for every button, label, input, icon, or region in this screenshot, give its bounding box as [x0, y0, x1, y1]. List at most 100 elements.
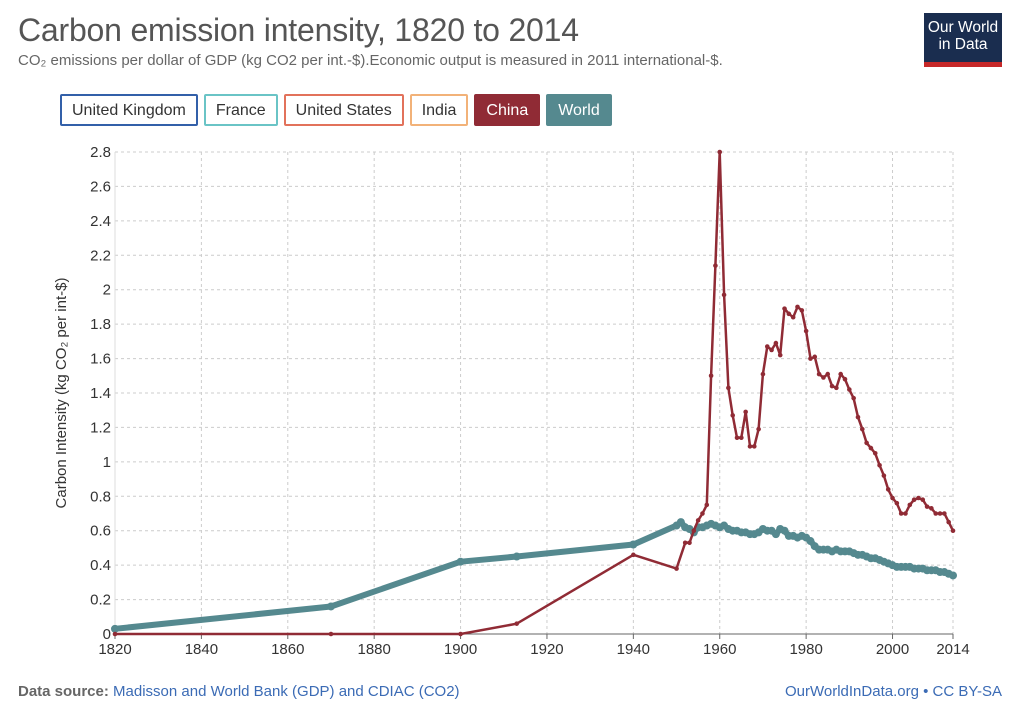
x-tick-label: 1940: [617, 641, 650, 658]
data-point-china: [682, 540, 688, 546]
data-point-china: [890, 495, 895, 501]
data-point-china: [790, 314, 796, 320]
data-point-china: [903, 511, 908, 516]
legend-item-world[interactable]: World: [546, 94, 612, 126]
x-tick-label: 1880: [357, 641, 390, 658]
x-tick-label: 1960: [703, 641, 736, 658]
data-point-china: [933, 511, 939, 516]
data-point-china: [916, 495, 921, 501]
data-point-china: [717, 149, 723, 155]
data-point-china: [821, 375, 826, 380]
data-point-china: [868, 445, 874, 451]
y-tick-label: 2.6: [90, 178, 111, 195]
data-point-china: [829, 383, 835, 389]
logo-line-1: Our World: [927, 19, 999, 36]
data-point-china: [713, 263, 718, 268]
y-tick-label: 0: [103, 626, 111, 643]
y-tick-label: 1.4: [90, 385, 111, 402]
chart-title: Carbon emission intensity, 1820 to 2014: [18, 12, 579, 48]
x-tick-label: 1820: [98, 641, 131, 658]
legend-item-india[interactable]: India: [409, 94, 469, 126]
x-tick-label: 1840: [185, 641, 218, 658]
y-tick-label: 2.4: [90, 213, 111, 230]
data-point-china: [730, 413, 736, 418]
data-point-china: [799, 308, 805, 313]
data-point-china: [631, 552, 636, 558]
data-point-china: [514, 621, 520, 626]
data-point-china: [885, 487, 891, 492]
y-tick-label: 0.8: [90, 488, 111, 505]
y-tick-label: 2.8: [90, 144, 111, 161]
data-point-china: [704, 502, 710, 508]
data-point-china: [674, 566, 679, 571]
chart-subtitle: CO₂ emissions per dollar of GDP (kg CO2 …: [18, 52, 723, 69]
data-source-link[interactable]: Madisson and World Bank (GDP) and CDIAC …: [113, 683, 460, 700]
legend-item-france[interactable]: France: [203, 94, 278, 126]
data-point-china: [946, 519, 951, 525]
data-point-china: [898, 511, 904, 516]
x-tick-label: 2000: [876, 641, 909, 658]
data-point-china: [756, 426, 761, 432]
y-tick-label: 1.8: [90, 316, 111, 333]
data-point-world: [512, 552, 521, 561]
data-point-world: [949, 571, 957, 580]
data-point-china: [894, 500, 900, 506]
y-tick-label: 2: [103, 282, 111, 299]
y-axis-label: Carbon Intensity (kg CO₂ per int-$): [53, 278, 70, 509]
owid-license-link[interactable]: OurWorldInData.org • CC BY-SA: [784, 683, 1002, 700]
data-point-china: [907, 502, 913, 508]
data-point-china: [695, 518, 701, 523]
x-tick-label: 1860: [271, 641, 304, 658]
data-point-china: [834, 385, 839, 391]
data-point-china: [816, 371, 822, 377]
data-point-china: [924, 504, 930, 509]
data-point-china: [929, 506, 934, 511]
data-point-china: [777, 352, 783, 358]
data-point-china: [812, 354, 818, 360]
x-tick-label: 1980: [789, 641, 822, 658]
data-point-china: [708, 373, 714, 379]
data-point-china: [721, 292, 727, 298]
legend: United Kingdom France United States Indi…: [60, 94, 612, 126]
data-point-china: [739, 435, 744, 441]
y-tick-label: 1.6: [90, 351, 111, 368]
data-point-china: [950, 528, 956, 534]
y-tick-label: 1.2: [90, 419, 111, 436]
y-tick-label: 0.2: [90, 592, 111, 609]
data-point-china: [911, 497, 917, 503]
data-point-world: [629, 540, 638, 549]
x-tick-label: 1900: [444, 641, 477, 658]
data-point-china: [864, 440, 869, 446]
data-point-china: [795, 304, 800, 310]
legend-item-united-kingdom[interactable]: United Kingdom: [60, 94, 198, 126]
data-point-china: [782, 306, 787, 311]
y-tick-label: 0.6: [90, 523, 111, 540]
data-point-china: [825, 371, 831, 377]
data-point-china: [838, 371, 843, 377]
x-tick-label: 1920: [530, 641, 563, 658]
data-point-china: [760, 371, 766, 377]
legend-item-china[interactable]: China: [474, 94, 541, 126]
data-point-china: [751, 444, 757, 449]
y-tick-label: 2.2: [90, 247, 111, 264]
legend-item-united-states[interactable]: United States: [283, 94, 404, 126]
y-tick-label: 0.4: [90, 557, 111, 574]
data-point-china: [786, 311, 792, 317]
x-tick-label: 2014: [936, 641, 969, 658]
data-point-china: [920, 497, 926, 503]
data-point-china: [881, 473, 887, 478]
data-point-china: [859, 426, 865, 432]
data-point-china: [764, 344, 770, 349]
series-line-china: [113, 150, 955, 636]
data-point-china: [743, 409, 748, 415]
data-point-world: [326, 602, 335, 611]
data-point-world: [456, 557, 465, 566]
data-point-china: [769, 347, 774, 353]
data-point-china: [872, 450, 878, 456]
logo-line-2: in Data: [938, 36, 988, 53]
data-point-china: [773, 340, 779, 346]
data-point-china: [937, 511, 943, 516]
data-point-china: [808, 356, 813, 361]
owid-logo[interactable]: Our World in Data: [924, 13, 1002, 67]
data-point-china: [877, 463, 882, 468]
